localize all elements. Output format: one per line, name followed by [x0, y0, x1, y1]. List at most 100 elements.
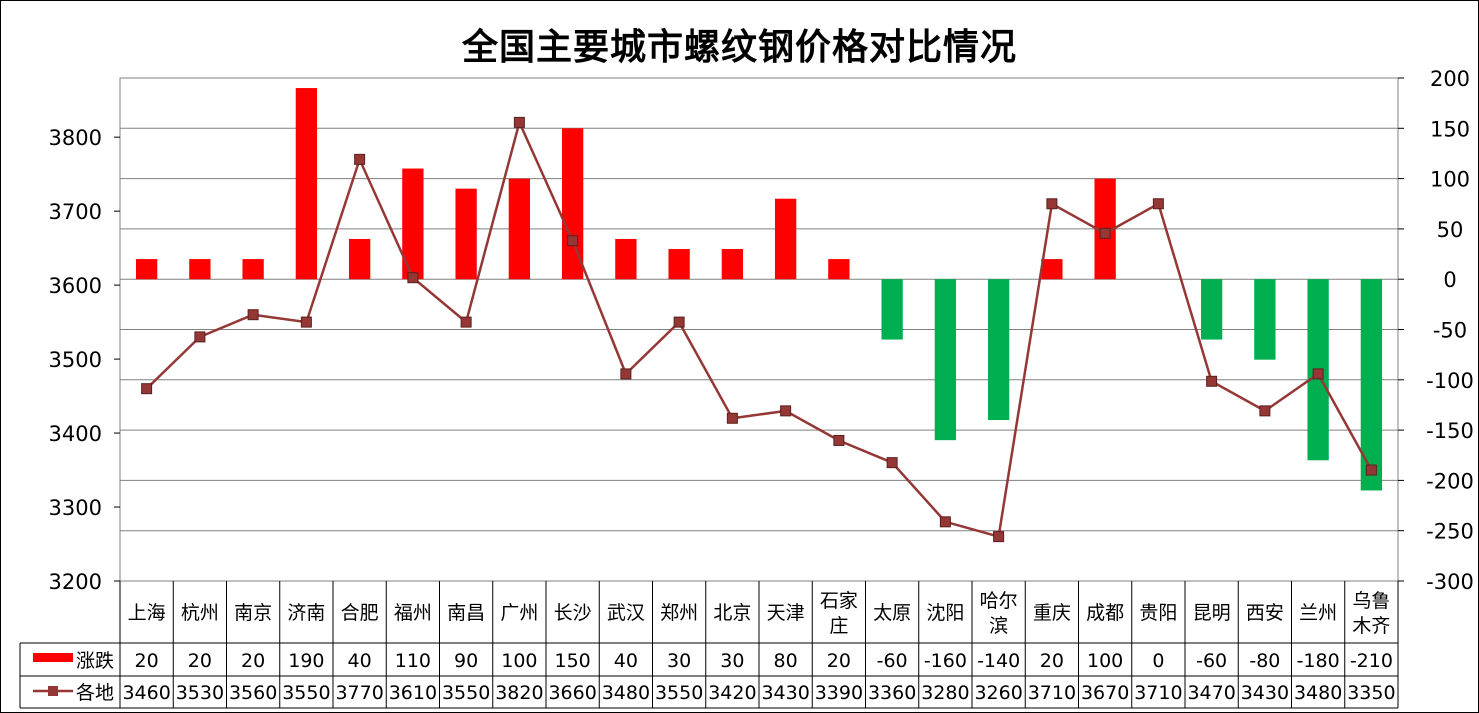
category-label: 北京 — [713, 602, 751, 624]
legend-label-bar: 涨跌 — [76, 650, 114, 672]
bar — [508, 178, 531, 280]
table-value-price: 3660 — [548, 682, 596, 704]
right-axis-tick-label: 200 — [1430, 67, 1470, 91]
left-axis-tick-label: 3800 — [49, 126, 102, 150]
table-value-price: 3820 — [495, 682, 543, 704]
left-axis-tick-label: 3600 — [49, 274, 102, 298]
category-label: 石家 — [820, 590, 858, 612]
category-label: 杭州 — [181, 602, 219, 624]
price-marker — [354, 153, 366, 165]
table-value-change: 0 — [1152, 650, 1164, 672]
price-marker — [407, 272, 419, 284]
price-marker — [993, 531, 1005, 543]
right-axis-tick-label: -300 — [1426, 570, 1474, 594]
bar — [1200, 279, 1223, 340]
right-axis-tick-label: -50 — [1433, 319, 1467, 343]
table-value-price: 3390 — [815, 682, 863, 704]
table-value-change: 190 — [288, 650, 324, 672]
bar — [135, 259, 158, 280]
bar — [295, 88, 318, 280]
table-value-price: 3470 — [1187, 682, 1235, 704]
price-marker — [1206, 375, 1218, 387]
bar — [348, 238, 371, 280]
right-axis-tick-label: -150 — [1426, 419, 1474, 443]
table-value-price: 3430 — [761, 682, 809, 704]
left-axis-tick-label: 3700 — [49, 200, 102, 224]
category-label: 天津 — [767, 602, 805, 624]
table-value-change: 30 — [720, 650, 744, 672]
price-marker — [780, 405, 792, 417]
table-value-change: -160 — [924, 650, 967, 672]
table-value-price: 3550 — [282, 682, 330, 704]
table-value-change: -140 — [977, 650, 1020, 672]
table-value-price: 3420 — [708, 682, 756, 704]
price-marker — [1365, 464, 1377, 476]
price-marker — [1152, 198, 1164, 210]
category-label: 福州 — [394, 602, 432, 624]
left-axis-tick-label: 3500 — [49, 348, 102, 372]
table-value-change: -210 — [1350, 650, 1393, 672]
category-label: 济南 — [287, 602, 325, 624]
right-axis-tick-label: -250 — [1426, 520, 1474, 544]
category-label: 重庆 — [1033, 602, 1071, 624]
price-marker — [620, 368, 632, 380]
right-axis-tick-label: 0 — [1443, 268, 1456, 292]
price-marker — [833, 434, 845, 446]
table-value-change: -80 — [1249, 650, 1280, 672]
legend-key-marker — [48, 686, 58, 696]
price-marker — [247, 309, 259, 321]
table-value-price: 3360 — [868, 682, 916, 704]
bar — [615, 238, 637, 280]
legend-label-line: 各地 — [76, 682, 114, 704]
bar — [774, 198, 797, 280]
right-axis-tick-label: -100 — [1426, 369, 1474, 393]
table-value-price: 3460 — [122, 682, 170, 704]
table-value-change: -60 — [877, 650, 908, 672]
price-marker — [939, 516, 951, 528]
bar — [828, 259, 850, 280]
category-label: 武汉 — [607, 602, 645, 624]
price-marker — [726, 412, 738, 424]
left-axis-tick-label: 3400 — [49, 422, 102, 446]
table-value-change: 20 — [188, 650, 212, 672]
category-label: 郑州 — [660, 602, 698, 624]
table-value-change: 100 — [1087, 650, 1123, 672]
price-marker — [1259, 405, 1271, 417]
table-value-change: 20 — [241, 650, 265, 672]
table-value-change: 150 — [554, 650, 590, 672]
table-value-price: 3430 — [1241, 682, 1289, 704]
category-label: 西安 — [1246, 602, 1284, 624]
bar — [402, 168, 424, 280]
price-marker — [300, 316, 312, 328]
table-value-change: 80 — [774, 650, 798, 672]
category-label: 南京 — [234, 602, 272, 624]
table-value-change: 90 — [454, 650, 478, 672]
table-value-change: 40 — [348, 650, 372, 672]
table-value-price: 3280 — [921, 682, 969, 704]
right-axis-tick-label: 150 — [1430, 117, 1470, 141]
table-value-change: -60 — [1196, 650, 1227, 672]
table-value-price: 3770 — [335, 682, 383, 704]
right-axis-tick-label: 100 — [1430, 168, 1470, 192]
bar — [881, 279, 903, 340]
table-value-change: 30 — [667, 650, 691, 672]
bar — [721, 249, 744, 280]
category-label: 木齐 — [1352, 615, 1390, 637]
table-value-price: 3550 — [655, 682, 703, 704]
table-value-price: 3610 — [389, 682, 437, 704]
right-axis-tick-label: -200 — [1426, 469, 1474, 493]
category-label: 上海 — [128, 602, 166, 624]
price-marker — [141, 383, 153, 395]
category-label: 昆明 — [1193, 602, 1231, 624]
price-marker — [1312, 368, 1324, 380]
bar — [189, 259, 211, 280]
price-marker — [1099, 227, 1111, 239]
category-label: 成都 — [1086, 602, 1124, 624]
category-label: 合肥 — [341, 602, 379, 624]
price-marker — [1046, 198, 1058, 210]
price-marker — [513, 116, 525, 128]
category-label: 哈尔 — [980, 590, 1018, 612]
bar — [1041, 259, 1063, 280]
table-value-price: 3350 — [1347, 682, 1395, 704]
